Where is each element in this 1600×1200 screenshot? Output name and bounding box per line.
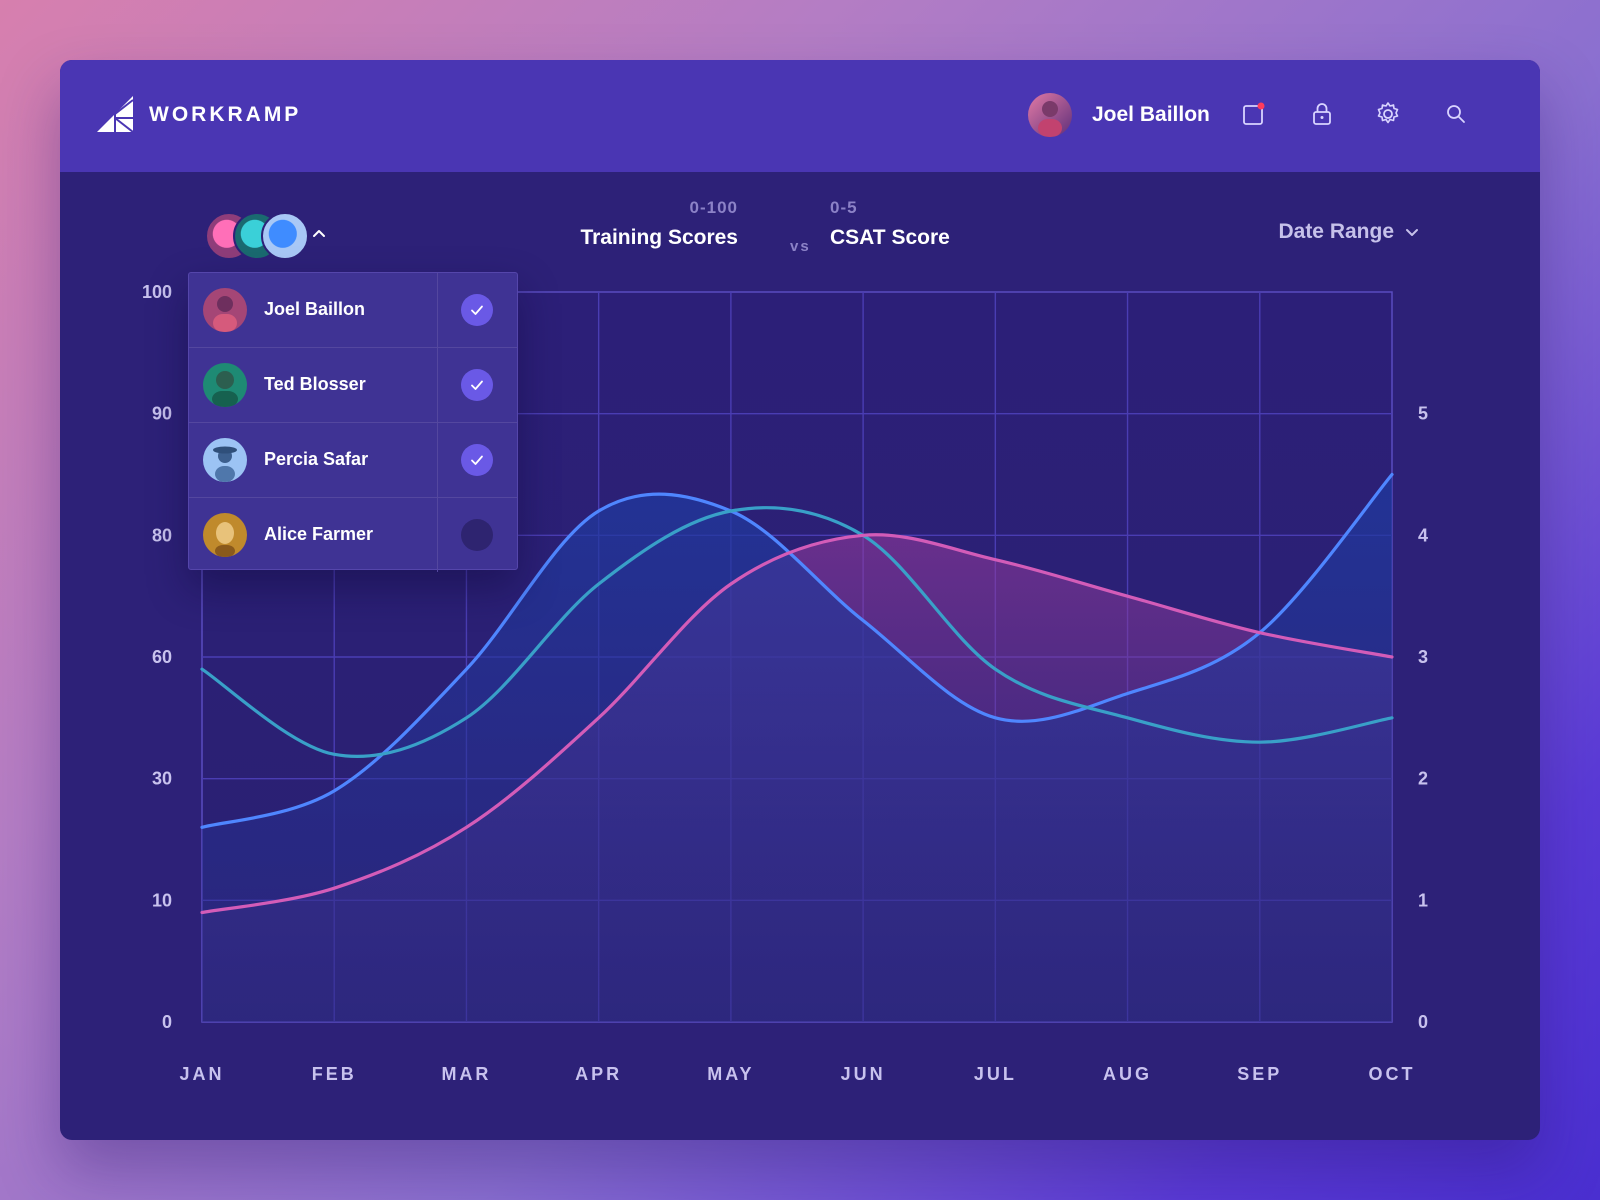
left-metric-label: Training Scores xyxy=(580,226,738,249)
vs-label: vs xyxy=(790,238,811,255)
notification-icon[interactable] xyxy=(1240,100,1268,128)
gear-icon[interactable] xyxy=(1374,100,1402,128)
date-range-dropdown[interactable]: Date Range xyxy=(1278,220,1420,244)
x-tick-label: APR xyxy=(575,1064,622,1084)
y-left-tick-label: 60 xyxy=(152,647,172,667)
user-menu[interactable]: Joel Baillon xyxy=(1028,93,1210,137)
y-right-tick-label: 3 xyxy=(1418,647,1428,667)
user-avatar xyxy=(203,363,247,407)
user-option-row[interactable]: Alice Farmer xyxy=(189,498,517,572)
user-option-row[interactable]: Ted Blosser xyxy=(189,348,517,423)
search-icon[interactable] xyxy=(1442,100,1470,128)
y-right-tick-label: 1 xyxy=(1418,890,1428,910)
series-line xyxy=(200,506,1394,758)
y-left-tick-label: 90 xyxy=(152,404,172,424)
y-left-tick-label: 100 xyxy=(142,282,172,302)
check-icon xyxy=(471,305,483,315)
divider xyxy=(437,348,438,422)
x-tick-label: JAN xyxy=(179,1064,224,1084)
user-name: Joel Baillon xyxy=(1092,103,1210,126)
divider xyxy=(437,423,438,497)
user-avatar xyxy=(203,288,247,332)
user-avatar xyxy=(203,438,247,482)
user-option-row[interactable]: Joel Baillon xyxy=(189,273,517,348)
y-right-tick-label: 4 xyxy=(1418,525,1428,545)
right-metric-title: 0-5 CSAT Score xyxy=(830,198,950,250)
x-tick-label: MAY xyxy=(707,1064,754,1084)
user-avatar[interactable] xyxy=(1028,93,1072,137)
user-filter-dropdown: Joel Baillon Ted Blosser xyxy=(188,272,518,572)
y-left-tick-label: 0 xyxy=(162,1012,172,1032)
user-option-name: Joel Baillon xyxy=(264,299,366,319)
user-avatar xyxy=(203,513,247,557)
workramp-logo-icon xyxy=(97,96,134,133)
right-metric-label: CSAT Score xyxy=(830,226,950,249)
chevron-down-icon xyxy=(1406,229,1418,236)
user-checkbox[interactable] xyxy=(461,369,493,401)
top-bar: WORKRAMP Joel Baillon xyxy=(60,60,1540,172)
training-vs-csat-chart: 0 10 30 60 80 90 100 0 1 2 3 4 5 JAN FEB MAR APR MAY JUN JU… xyxy=(142,282,1428,1084)
x-tick-label: JUN xyxy=(841,1064,886,1084)
left-metric-title: 0-100 Training Scores xyxy=(570,198,738,250)
notification-dot xyxy=(1257,102,1265,110)
divider xyxy=(437,498,438,572)
x-tick-label: OCT xyxy=(1369,1064,1416,1084)
x-tick-label: JUL xyxy=(974,1064,1017,1084)
date-range-label: Date Range xyxy=(1278,220,1394,243)
lock-icon[interactable] xyxy=(1308,100,1336,128)
user-option-name: Alice Farmer xyxy=(264,524,374,544)
series-line xyxy=(200,472,1394,829)
y-left-tick-label: 80 xyxy=(152,525,172,545)
y-left-tick-label: 30 xyxy=(152,769,172,789)
left-metric-range: 0-100 xyxy=(689,198,738,217)
series-line xyxy=(200,533,1394,915)
user-option-row[interactable]: Percia Safar xyxy=(189,423,517,498)
user-checkbox[interactable] xyxy=(461,444,493,476)
check-icon xyxy=(471,380,483,390)
user-checkbox[interactable] xyxy=(461,294,493,326)
y-right-tick-label: 2 xyxy=(1418,769,1428,789)
brand-name: WORKRAMP xyxy=(149,103,302,126)
selected-user-avatar[interactable] xyxy=(261,212,309,260)
x-tick-label: AUG xyxy=(1103,1064,1152,1084)
series-area xyxy=(202,474,1392,1022)
check-icon xyxy=(471,455,483,465)
selected-users-avatar-stack[interactable] xyxy=(205,212,345,260)
y-left-tick-label: 10 xyxy=(152,890,172,910)
divider xyxy=(437,273,438,347)
y-right-tick-label: 5 xyxy=(1418,404,1428,424)
x-tick-label: SEP xyxy=(1237,1064,1282,1084)
user-checkbox[interactable] xyxy=(461,519,493,551)
x-tick-label: FEB xyxy=(312,1064,357,1084)
chevron-up-icon[interactable] xyxy=(310,224,328,242)
right-metric-range: 0-5 xyxy=(830,198,858,217)
brand-logo[interactable]: WORKRAMP xyxy=(97,96,301,134)
x-tick-label: MAR xyxy=(441,1064,491,1084)
y-right-tick-label: 0 xyxy=(1418,1012,1428,1032)
dashboard-window: WORKRAMP Joel Baillon xyxy=(60,60,1540,1140)
user-option-name: Percia Safar xyxy=(264,449,369,469)
user-option-name: Ted Blosser xyxy=(264,374,366,394)
